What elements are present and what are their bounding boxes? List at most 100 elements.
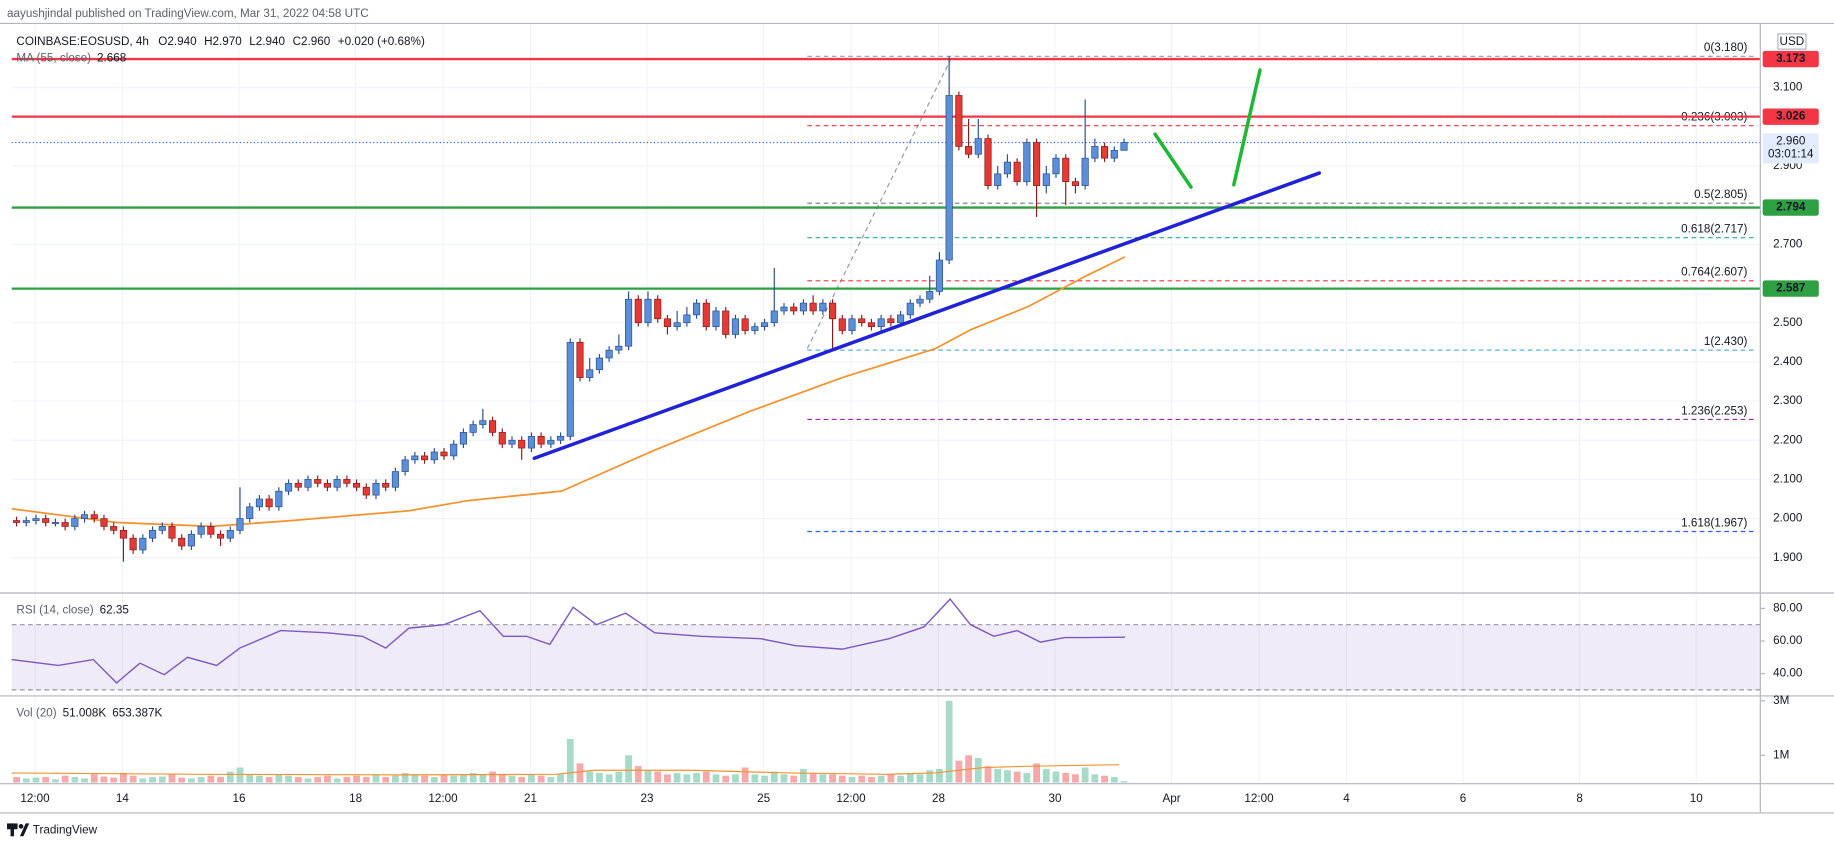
- x-tick-label: 10: [1690, 792, 1704, 805]
- ohlc-value: O2.940: [158, 35, 197, 48]
- price-level-label: 3.173: [1776, 52, 1806, 65]
- volume-bar: [1033, 763, 1040, 783]
- volume-bar: [936, 768, 943, 783]
- publisher: aayushjindal published on TradingView.co…: [7, 7, 369, 20]
- price-level-box: [1762, 108, 1819, 125]
- candle-body: [158, 526, 166, 531]
- candle-body: [80, 514, 89, 519]
- ma-value: 2.668: [97, 52, 126, 65]
- candle-body: [712, 310, 720, 327]
- volume-bar: [61, 775, 69, 783]
- candle-body: [459, 432, 467, 445]
- candle-body: [1013, 161, 1021, 183]
- volume-bar: [314, 777, 322, 783]
- logo-part: [18, 824, 24, 829]
- candle-body: [722, 310, 730, 335]
- volume-bar: [1072, 774, 1079, 783]
- volume-bar: [926, 770, 934, 783]
- candle-body: [42, 518, 50, 523]
- volume-bar: [1042, 768, 1050, 783]
- volume-bar: [644, 770, 652, 783]
- candle-body: [100, 518, 108, 527]
- candle-body: [858, 318, 866, 324]
- volume-bar: [858, 775, 866, 783]
- candle-body: [255, 498, 263, 508]
- volume-bar: [819, 774, 827, 783]
- last-price-label: 2.960: [1776, 134, 1806, 147]
- rsi-line: [11, 598, 1125, 684]
- volume-bar: [761, 775, 768, 783]
- candle-body: [867, 322, 875, 327]
- logo-part: [19, 823, 30, 837]
- fib-label: 0(3.180): [1704, 41, 1748, 54]
- candle-body: [498, 432, 506, 445]
- volume-bar: [460, 774, 467, 783]
- candle-body: [809, 302, 817, 312]
- volume-bar: [615, 771, 623, 783]
- candle-body: [848, 318, 856, 331]
- price-level-box: [1762, 50, 1819, 68]
- candle-body: [1110, 149, 1118, 159]
- candle-body: [974, 138, 982, 155]
- candle-body: [382, 482, 390, 488]
- volume-bar: [897, 775, 904, 783]
- candle-body: [197, 526, 205, 535]
- candle-body: [479, 420, 487, 425]
- candle-body: [22, 520, 30, 523]
- candle-body: [489, 420, 497, 433]
- price-level-label: 3.026: [1776, 110, 1806, 123]
- volume-bar: [440, 774, 448, 783]
- volume-bar: [90, 774, 98, 783]
- candle-body: [527, 435, 535, 449]
- volume-bar: [722, 775, 730, 783]
- volume-bar: [498, 774, 506, 783]
- y-tick-label: 3.100: [1773, 81, 1803, 94]
- candle-body: [994, 173, 1002, 186]
- volume-bar: [955, 760, 963, 783]
- candle-body: [761, 322, 769, 327]
- volume-bar: [246, 774, 254, 783]
- candle-body: [12, 520, 21, 523]
- candle-body: [275, 490, 283, 508]
- volume-bar: [285, 775, 292, 783]
- candle-body: [1062, 157, 1070, 183]
- candle-body: [440, 451, 448, 457]
- price-level-box: [1762, 199, 1819, 216]
- x-tick-label: 21: [524, 792, 537, 805]
- fib-label: 0.764(2.607): [1681, 266, 1747, 279]
- brand-logo: [7, 823, 30, 837]
- volume-bar: [868, 777, 875, 783]
- x-tick-label: 30: [1049, 792, 1063, 805]
- volume-bar: [81, 778, 88, 783]
- volume-bar: [217, 777, 224, 783]
- volume-bar: [518, 777, 526, 783]
- fib-label: 0.618(2.717): [1681, 223, 1747, 236]
- candle-body: [1071, 181, 1079, 186]
- candle-body: [547, 439, 555, 445]
- volume-bar: [158, 776, 166, 783]
- x-tick-label: 16: [233, 792, 246, 805]
- ohlc-value: H2.970: [204, 35, 242, 48]
- candle-body: [362, 486, 370, 496]
- candle-body: [353, 482, 361, 488]
- projection-stroke: [1232, 68, 1262, 187]
- volume-bar: [693, 772, 700, 783]
- volume-bar: [479, 774, 487, 783]
- candle-body: [887, 318, 895, 324]
- candle-body: [605, 349, 613, 359]
- volume-bar: [916, 774, 924, 783]
- volume-bar: [382, 777, 390, 783]
- candle-body: [829, 302, 837, 320]
- candle-body: [333, 479, 341, 488]
- candle-body: [916, 298, 924, 304]
- volume-bar: [392, 775, 399, 783]
- volume-bar: [887, 774, 895, 783]
- candle-body: [1003, 161, 1011, 175]
- candle-body: [187, 533, 195, 547]
- candle-body: [1091, 146, 1099, 159]
- volume-bar: [372, 774, 380, 783]
- volume-bar: [42, 777, 50, 783]
- volume-bar: [450, 775, 458, 783]
